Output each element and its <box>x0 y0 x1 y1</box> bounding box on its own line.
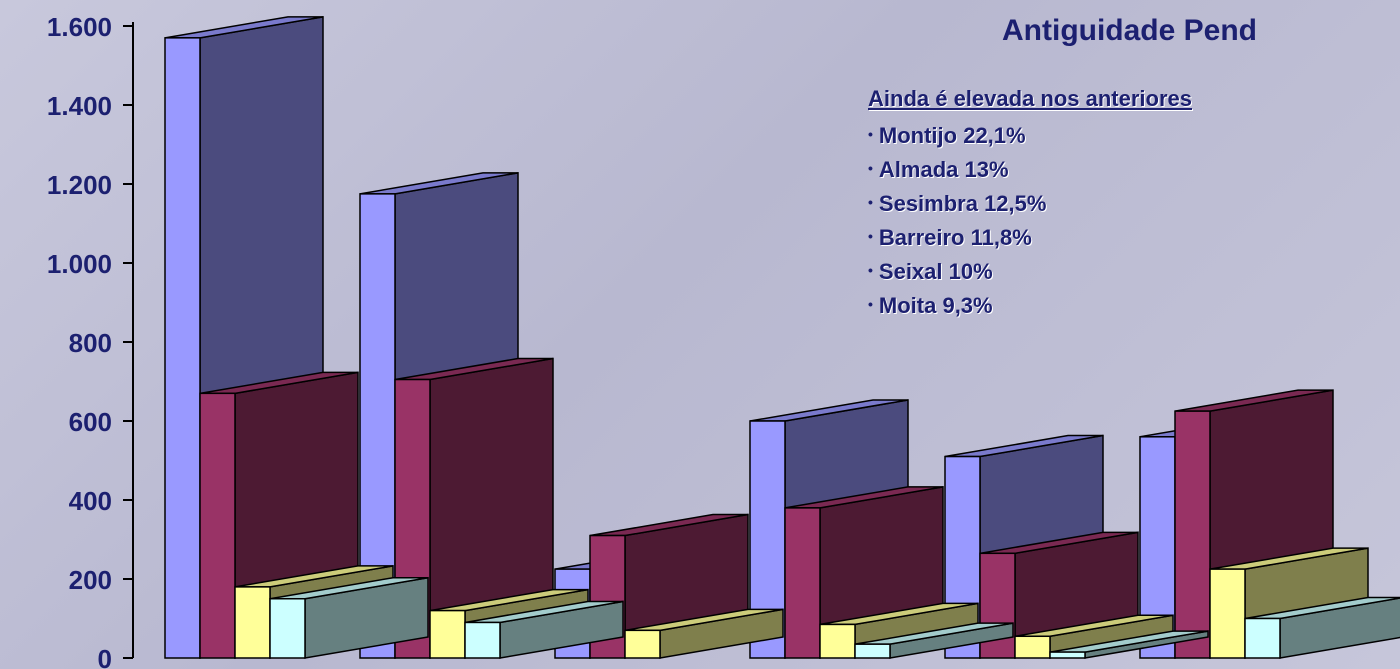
y-tick-label: 200 <box>69 565 112 595</box>
bar <box>624 629 661 659</box>
bullet-icon: • <box>868 126 873 142</box>
annotation-box: Ainda é elevada nos anteriores • Montijo … <box>868 86 1192 322</box>
annotation-item: • Moita 9,3% <box>868 288 1192 322</box>
bar <box>429 609 466 659</box>
annotation-item-label: Montijo 22,1% <box>878 123 1026 148</box>
bullet-icon: • <box>868 262 873 278</box>
annotation-item: • Barreiro 11,8% <box>868 220 1192 254</box>
annotation-item-label: Almada 13% <box>878 157 1009 182</box>
y-tick-label: 0 <box>98 644 112 669</box>
y-tick-label: 400 <box>69 486 112 516</box>
bar <box>164 37 201 659</box>
y-tick-label: 800 <box>69 328 112 358</box>
annotation-item-label: Barreiro 11,8% <box>878 225 1032 250</box>
bar <box>1049 651 1086 659</box>
bar <box>234 586 271 659</box>
bar <box>1174 410 1211 659</box>
y-tick-label: 1.000 <box>47 249 112 279</box>
bar <box>199 392 236 659</box>
annotation-heading: Ainda é elevada nos anteriores <box>868 86 1193 111</box>
annotation-item-label: Moita 9,3% <box>878 293 993 318</box>
annotation-item-label: Seixal 10% <box>878 259 993 284</box>
bar <box>784 507 821 659</box>
y-tick-label: 1.400 <box>47 91 112 121</box>
bullet-icon: • <box>868 296 873 312</box>
bar <box>1244 617 1281 659</box>
bullet-icon: • <box>868 194 873 210</box>
bar <box>979 552 1016 659</box>
y-tick-label: 600 <box>69 407 112 437</box>
y-tick-label: 1.200 <box>47 170 112 200</box>
annotation-item: • Sesimbra 12,5% <box>868 186 1192 220</box>
chart-title: Antiguidade Pend <box>1002 14 1257 47</box>
bar <box>464 621 501 659</box>
bar <box>1209 568 1246 659</box>
annotation-item: • Seixal 10% <box>868 254 1192 288</box>
annotation-item-label: Sesimbra 12,5% <box>878 191 1047 216</box>
bar <box>819 623 856 659</box>
bar <box>1014 635 1051 659</box>
annotation-item: • Almada 13% <box>868 152 1192 186</box>
bullet-icon: • <box>868 228 873 244</box>
bar <box>854 643 891 659</box>
annotation-item: • Montijo 22,1% <box>868 118 1192 152</box>
bar <box>269 598 306 659</box>
y-tick-label: 1.600 <box>47 12 112 42</box>
bullet-icon: • <box>868 160 873 176</box>
